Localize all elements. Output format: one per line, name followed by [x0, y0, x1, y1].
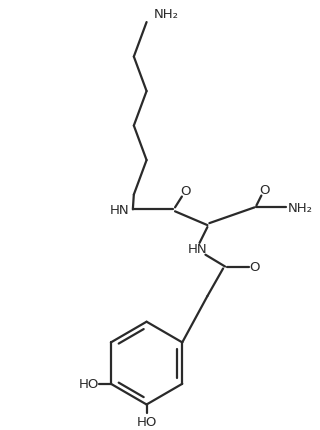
Text: HN: HN — [109, 203, 129, 216]
Text: HO: HO — [79, 378, 100, 390]
Text: O: O — [249, 261, 260, 273]
Text: HO: HO — [136, 415, 157, 428]
Text: NH₂: NH₂ — [288, 201, 313, 215]
Text: HN: HN — [188, 243, 207, 256]
Text: O: O — [180, 184, 191, 198]
Text: NH₂: NH₂ — [154, 8, 179, 21]
Text: O: O — [259, 184, 269, 197]
